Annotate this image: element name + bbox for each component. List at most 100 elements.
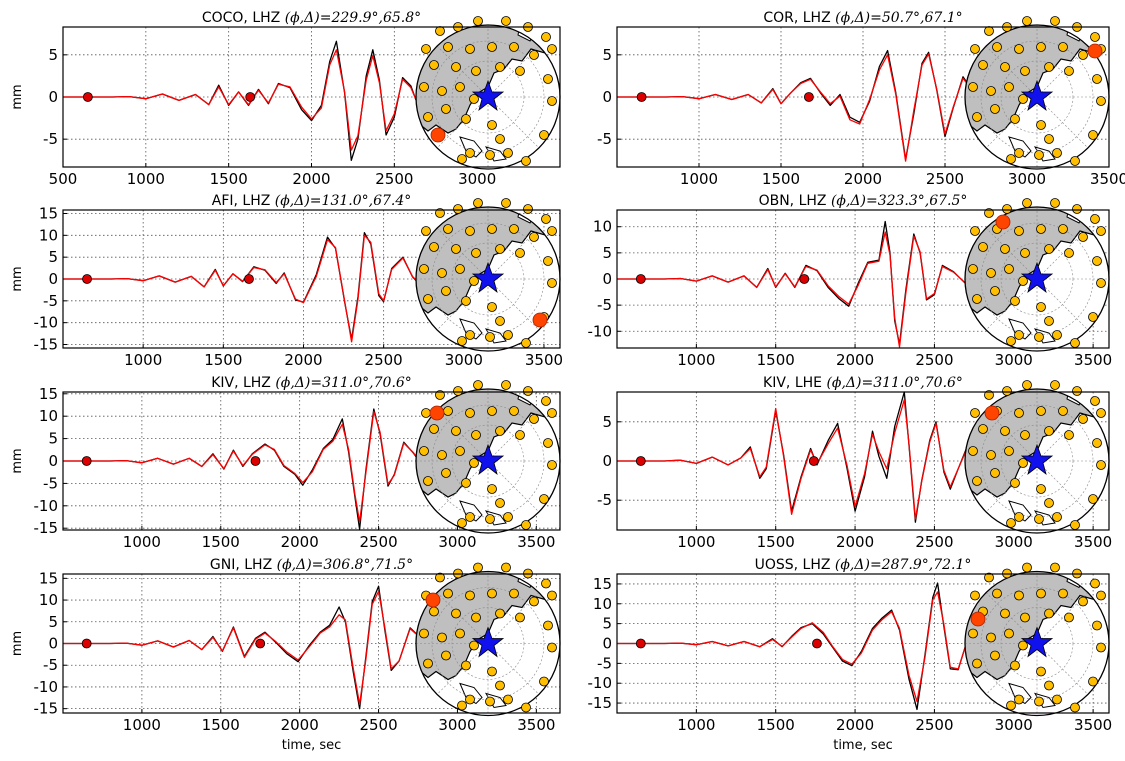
x-tick-label: 1500 [757,533,795,551]
current-station-marker [430,127,446,143]
y-tick-label: 5 [48,613,58,631]
title-station: COR, LHZ [763,10,835,26]
y-tick-label: 5 [602,413,612,431]
y-tick-label: -15 [34,700,59,718]
axes-frame [616,26,1110,168]
title-station: KIV, LHZ [211,375,275,391]
title-params: (ϕ,Δ)=50.7°,67.1° [835,10,963,26]
x-tick-label: 1500 [202,533,240,551]
panel-title: OBN, LHZ (ϕ,Δ)=323.3°,67.5° [759,193,968,209]
y-tick-label: 10 [593,218,612,236]
synthetic-waveform [63,49,445,151]
y-tick-label: -10 [34,678,59,696]
x-tick-label: 1000 [677,351,715,369]
synthetic-waveform [63,411,450,523]
y-tick-label: 0 [602,88,612,106]
x-tick-label: 1500 [762,170,800,188]
y-tick-label: 10 [39,226,58,244]
y-tick-label: 15 [39,385,58,403]
title-station: AFI, LHZ [212,193,275,209]
time-window-marker [635,638,646,649]
title-station: KIV, LHE [763,375,826,391]
panel-7: 1000 1500 2000 2500 3000 3500 -15 -10 -50 5 10 15 UO… [588,557,1113,753]
y-tick-label: 10 [39,407,58,425]
title-params: (ϕ,Δ)=323.3°,67.5° [831,193,967,209]
title-params: (ϕ,Δ)=229.9°,65.8° [285,10,421,26]
x-tick-label: 500 [49,170,78,188]
time-window-marker [250,456,261,466]
y-tick-label: -10 [34,497,59,515]
y-tick-label: -5 [597,296,612,314]
current-station-marker [425,592,441,608]
panel-4: 1000 1500 2000 2500 3000 3500 -15 -10 -5 0 5 10 15 KI… [10,375,560,551]
time-window-marker [636,92,647,102]
y-tick-label: 15 [39,569,58,587]
x-tick-label: 2500 [359,533,397,551]
axes-frame [616,573,1110,714]
panel-5: 1000 1500 2000 2500 3000 3500 -5 0 5 KIV, LHE (ϕ,… [597,375,1112,551]
current-station-marker [970,611,986,627]
y-tick-label: -5 [43,130,58,148]
y-tick-label: 15 [39,204,58,222]
synthetic-waveform [63,590,450,705]
y-tick-label: -15 [34,336,59,354]
title-station: COCO, LHZ [202,10,285,26]
y-axis-label: mm [10,84,25,109]
current-station-marker [1087,43,1103,59]
y-tick-label: 5 [602,615,612,633]
x-tick-label: 2500 [915,716,953,734]
y-tick-label: 0 [602,270,612,288]
y-axis-label: mm [10,448,25,473]
panel-title: COR, LHZ (ϕ,Δ)=50.7°,67.1° [763,10,962,26]
x-tick-label: 3500 [1074,716,1112,734]
y-tick-label: -5 [43,474,58,492]
y-tick-label: -5 [597,654,612,672]
x-tick-label: 2500 [359,716,397,734]
panel-6: 1000 1500 2000 2500 3000 3500 -15 -10 -5 0 5 10 15 GN… [10,557,560,753]
panel-3: 1000 1500 2000 2500 3000 3500 -10 -5 0 5 10 OBN, LH… [588,193,1113,369]
time-window-marker [799,274,810,284]
y-axis-label: mm [10,266,25,291]
y-tick-label: 5 [48,248,58,266]
title-station: OBN, LHZ [759,193,831,209]
time-window-marker [255,638,266,649]
y-tick-label: -15 [588,694,613,712]
x-tick-label: 1000 [680,170,718,188]
x-tick-label: 1500 [757,716,795,734]
x-tick-label: 1500 [210,170,248,188]
x-tick-label: 1500 [202,716,240,734]
x-tick-label: 3000 [995,716,1033,734]
synthetic-waveform [63,234,464,343]
y-tick-label: -5 [43,292,58,310]
x-tick-label: 3500 [525,351,563,369]
panel-title: AFI, LHZ (ϕ,Δ)=131.0°,67.4° [212,193,412,209]
title-params: (ϕ,Δ)=306.8°,71.5° [277,557,413,573]
time-window-marker [808,456,819,466]
x-tick-label: 1500 [757,351,795,369]
panel-title: KIV, LHE (ϕ,Δ)=311.0°,70.6° [763,375,963,391]
y-tick-label: -10 [588,322,613,340]
x-tick-label: 2000 [284,351,322,369]
x-tick-label: 2500 [915,351,953,369]
y-tick-label: -5 [597,130,612,148]
y-tick-label: 0 [602,452,612,470]
panel-title: UOSS, LHZ (ϕ,Δ)=287.9°,72.1° [755,557,972,573]
y-tick-label: 15 [593,575,612,593]
y-tick-label: -15 [34,519,59,537]
x-tick-label: 3500 [1074,533,1112,551]
title-station: UOSS, LHZ [755,557,835,573]
y-tick-label: -10 [588,674,613,692]
x-tick-label: 1500 [204,351,242,369]
x-tick-label: 2000 [836,351,874,369]
time-window-marker [81,638,92,649]
current-station-marker [532,312,548,328]
y-tick-label: -10 [34,314,59,332]
x-tick-label: 3500 [1074,351,1112,369]
panel-1: 1000 1500 2000 2500 3000 3500 -5 0 5 COR, LHZ (ϕ,… [597,10,1125,188]
time-window-marker [82,92,93,102]
x-tick-label: 2000 [836,716,874,734]
time-window-marker [812,638,822,649]
x-tick-label: 2500 [915,533,953,551]
synthetic-waveform [617,399,1006,520]
title-params: (ϕ,Δ)=311.0°,70.6° [275,375,411,391]
